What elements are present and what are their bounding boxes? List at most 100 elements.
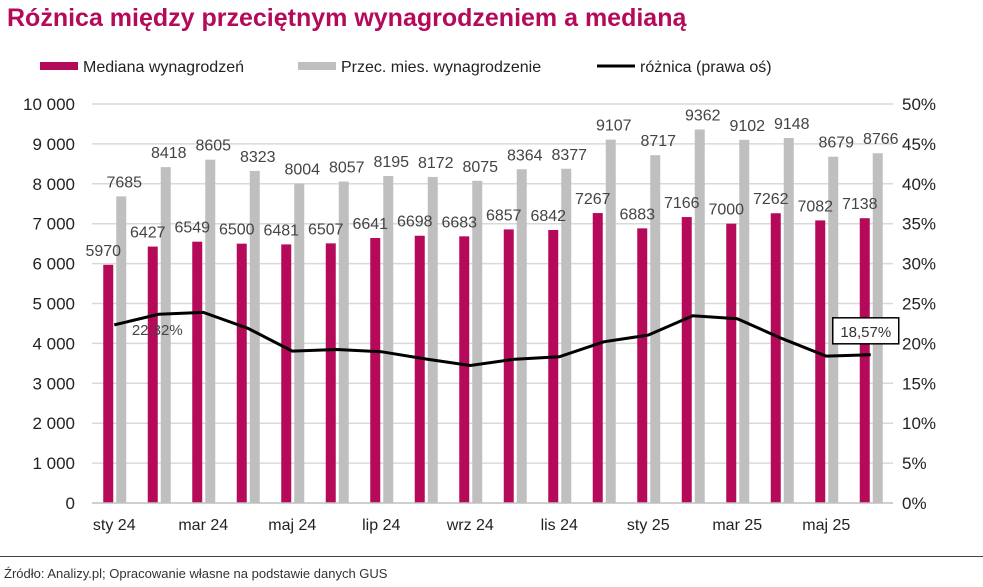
y-left-tick-label: 6 000	[32, 255, 75, 274]
y-left-tick-label: 1 000	[32, 454, 75, 473]
y-right-tick-label: 45%	[902, 135, 936, 154]
y-left-tick-label: 10 000	[23, 95, 75, 114]
data-label-median: 6481	[263, 222, 299, 239]
y-right-tick-label: 0%	[902, 494, 927, 513]
annotation-box	[832, 317, 900, 345]
bar-median	[370, 238, 381, 503]
data-label-average: 8679	[818, 135, 854, 152]
bar-average	[605, 139, 616, 503]
legend-label: różnica (prawa oś)	[640, 59, 772, 76]
data-label-median: 5970	[85, 243, 121, 260]
source-note: Źródło: Analizy.pl; Opracowanie własne n…	[4, 566, 388, 581]
data-label-average: 9107	[596, 118, 632, 135]
data-label-average: 8195	[373, 154, 409, 171]
bar-median	[548, 230, 559, 503]
y-right-tick-label: 40%	[902, 175, 936, 194]
bar-average	[338, 181, 349, 503]
bar-median	[281, 244, 292, 504]
legend-label: Przec. mies. wynagrodzenie	[341, 59, 541, 76]
data-label-average: 8057	[329, 160, 365, 177]
bar-median	[726, 223, 737, 503]
bar-average	[561, 168, 572, 504]
bar-average	[294, 183, 305, 504]
x-tick-label: wrz 24	[446, 517, 494, 534]
y-left-tick-label: 2 000	[32, 414, 75, 433]
bar-median	[815, 220, 826, 503]
legend-swatch	[40, 62, 78, 70]
bar-median	[503, 229, 514, 503]
x-tick-label: sty 25	[627, 517, 670, 534]
y-right-tick-label: 20%	[902, 334, 936, 353]
annotation-label: 22,32%	[132, 322, 183, 339]
bar-average	[516, 169, 527, 503]
y-left-tick-label: 0	[66, 494, 75, 513]
data-label-average: 8377	[551, 147, 587, 164]
x-tick-label: sty 24	[93, 517, 136, 534]
y-left-tick-label: 4 000	[32, 334, 75, 353]
bar-average	[783, 137, 794, 503]
y-right-tick-label: 35%	[902, 215, 936, 234]
data-label-median: 7000	[708, 202, 744, 219]
y-right-tick-label: 15%	[902, 374, 936, 393]
y-left-tick-label: 9 000	[32, 135, 75, 154]
data-label-median: 6507	[308, 221, 344, 238]
data-label-median: 6842	[530, 208, 566, 225]
divider	[0, 556, 983, 557]
y-right-tick-label: 30%	[902, 255, 936, 274]
bar-median	[103, 264, 114, 503]
bar-median	[770, 213, 781, 503]
data-label-median: 7267	[575, 191, 611, 208]
bar-median	[859, 218, 870, 504]
y-left-tick-label: 3 000	[32, 374, 75, 393]
data-label-median: 7138	[842, 196, 878, 213]
bar-average	[650, 155, 661, 503]
data-label-average: 8004	[284, 162, 320, 179]
y-right-tick-label: 50%	[902, 95, 936, 114]
data-label-average: 8717	[640, 133, 676, 150]
x-tick-label: maj 24	[268, 517, 316, 534]
data-label-average: 8075	[462, 159, 498, 176]
data-label-average: 8172	[418, 155, 454, 172]
data-label-median: 6500	[219, 222, 255, 239]
y-right-tick-label: 5%	[902, 454, 927, 473]
data-label-median: 6641	[352, 216, 388, 233]
chart-title: Różnica między przeciętnym wynagrodzenie…	[7, 4, 687, 32]
bar-average	[205, 159, 216, 503]
y-left-tick-label: 7 000	[32, 215, 75, 234]
bar-median	[192, 241, 203, 504]
bar-median	[459, 236, 470, 503]
data-label-median: 7082	[797, 198, 833, 215]
x-tick-label: lis 24	[541, 517, 578, 534]
y-left-tick-label: 5 000	[32, 295, 75, 314]
data-label-average: 8605	[195, 138, 231, 155]
x-tick-label: lip 24	[362, 517, 400, 534]
bar-median	[637, 228, 648, 504]
chart-svg: 0 1 000 2 000 3 000 4 000 5 000 6 000 7 000 8 00…	[23, 59, 936, 534]
annotation-label: 18,57%	[840, 324, 891, 341]
bar-median	[325, 243, 336, 503]
x-tick-label: maj 25	[802, 517, 850, 534]
y-right-tick-label: 25%	[902, 295, 936, 314]
data-label-average: 8766	[863, 131, 899, 148]
bar-average	[427, 176, 438, 503]
data-label-average: 8323	[240, 149, 276, 166]
line-difference	[113, 310, 871, 367]
data-label-median: 6683	[441, 214, 477, 231]
bar-average	[249, 170, 260, 503]
legend-swatch	[298, 62, 336, 70]
x-tick-label: mar 24	[178, 517, 228, 534]
bar-median	[414, 235, 425, 503]
data-label-median: 6883	[619, 206, 655, 223]
bar-median	[592, 213, 603, 504]
bar-average	[160, 167, 171, 503]
legend-label: Mediana wynagrodzeń	[83, 59, 244, 76]
data-label-average: 9362	[685, 107, 721, 124]
y-left-tick-label: 8 000	[32, 175, 75, 194]
y-right-tick-label: 10%	[902, 414, 936, 433]
data-label-average: 8364	[507, 147, 543, 164]
x-tick-label: mar 25	[712, 517, 762, 534]
bar-median	[236, 243, 247, 503]
data-label-average: 9148	[774, 116, 810, 133]
data-label-average: 9102	[729, 118, 765, 135]
